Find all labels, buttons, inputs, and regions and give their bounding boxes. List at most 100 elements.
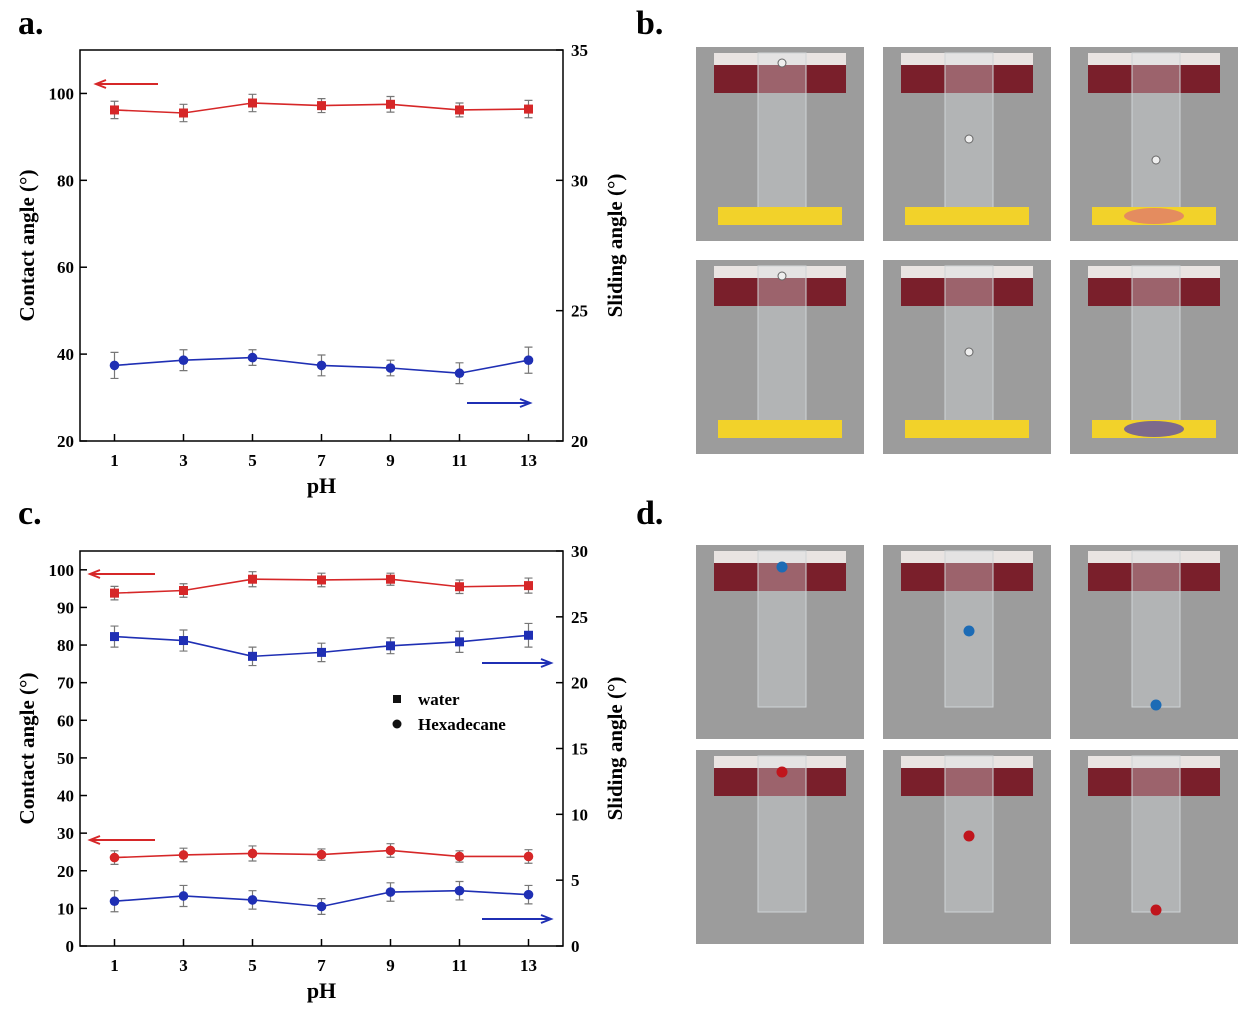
x-tick-label: 7 [317, 956, 326, 975]
marker [109, 896, 120, 907]
yellow-strip [905, 420, 1029, 438]
arrow [482, 914, 554, 924]
marker [109, 852, 120, 863]
arrow [482, 658, 554, 668]
marker [247, 895, 258, 905]
droplet [776, 766, 788, 778]
y2-tick-label: 25 [571, 302, 588, 321]
x-tick-label: 3 [179, 956, 188, 975]
plot-frame [79, 550, 564, 947]
photo [883, 750, 1051, 944]
marker [386, 99, 395, 109]
box-top [1088, 266, 1220, 278]
marker [524, 581, 533, 591]
panel-label: c. [18, 495, 42, 532]
y-tick-label: 90 [57, 598, 74, 617]
y-tick-label: 10 [57, 899, 74, 918]
marker [110, 105, 119, 115]
slide [757, 265, 807, 423]
y-tick-label: 70 [57, 674, 74, 693]
marker [179, 636, 188, 646]
x-tick-label: 1 [110, 451, 119, 470]
marker [455, 582, 464, 592]
x-tick-label: 11 [451, 956, 467, 975]
marker [110, 632, 119, 642]
droplet [776, 561, 788, 573]
box-top [1088, 551, 1220, 563]
marker [248, 574, 257, 584]
y-axis-label: Contact angle (°) [15, 170, 39, 322]
marker [454, 885, 465, 896]
stain [1124, 208, 1184, 224]
marker [247, 848, 258, 859]
slide [1131, 265, 1181, 423]
droplet [963, 830, 975, 842]
y2-axis-label: Sliding angle (°) [603, 174, 627, 318]
panel-label: d. [636, 495, 663, 532]
box-top [1088, 53, 1220, 65]
y-tick-label: 0 [66, 937, 75, 956]
photo [883, 47, 1051, 241]
box-top [714, 551, 846, 563]
x-axis-label: pH [307, 473, 336, 498]
x-tick-label: 13 [520, 956, 537, 975]
yellow-strip [905, 207, 1029, 225]
y-tick-label: 80 [57, 171, 74, 190]
slide [1131, 52, 1181, 210]
marker [178, 355, 189, 365]
y2-tick-label: 15 [571, 740, 588, 759]
photo [696, 750, 864, 944]
droplet [1150, 904, 1162, 916]
marker [317, 575, 326, 585]
droplet [964, 347, 974, 357]
slide [944, 52, 994, 210]
marker [110, 588, 119, 598]
slide [757, 755, 807, 913]
x-axis-label: pH [307, 978, 336, 1003]
x-tick-label: 5 [248, 956, 257, 975]
marker [316, 901, 327, 912]
photo [1070, 545, 1238, 739]
photo [1070, 750, 1238, 944]
marker [179, 108, 188, 118]
y-tick-label: 20 [57, 432, 74, 451]
y-tick-label: 80 [57, 636, 74, 655]
y2-tick-label: 10 [571, 805, 588, 824]
slide [1131, 550, 1181, 708]
marker [109, 360, 120, 371]
marker [316, 360, 327, 371]
x-tick-label: 11 [451, 451, 467, 470]
slide [757, 52, 807, 210]
box-top [901, 551, 1033, 563]
marker [316, 849, 327, 860]
photo [1070, 155, 1238, 454]
marker [385, 845, 396, 856]
y-tick-label: 20 [57, 862, 74, 881]
y2-tick-label: 20 [571, 674, 588, 693]
box-top [901, 266, 1033, 278]
marker [385, 363, 396, 373]
panel-label: a. [18, 5, 44, 42]
legend-label: water [418, 690, 460, 709]
droplet [777, 271, 787, 281]
y-tick-label: 60 [57, 711, 74, 730]
arrow [87, 569, 155, 579]
droplet [1150, 699, 1162, 711]
photo [1070, 47, 1238, 241]
marker [524, 104, 533, 114]
legend-marker [393, 695, 401, 703]
y-tick-label: 100 [49, 561, 75, 580]
marker [454, 851, 465, 862]
y2-tick-label: 20 [571, 432, 588, 451]
arrow [467, 398, 533, 408]
arrow [87, 835, 155, 845]
y-tick-label: 50 [57, 749, 74, 768]
y2-tick-label: 5 [571, 871, 580, 890]
photo [883, 260, 1051, 454]
x-tick-label: 13 [520, 451, 537, 470]
y-tick-label: 40 [57, 787, 74, 806]
marker [248, 651, 257, 661]
x-tick-label: 5 [248, 451, 257, 470]
axis-arrows [87, 79, 554, 924]
marker [248, 98, 257, 108]
